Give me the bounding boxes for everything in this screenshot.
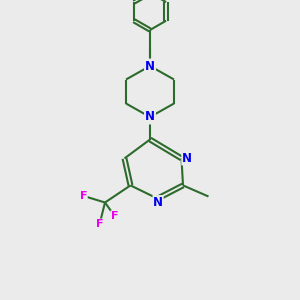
Text: F: F	[80, 191, 87, 201]
Text: N: N	[145, 110, 155, 124]
Text: N: N	[145, 59, 155, 73]
Text: N: N	[153, 196, 163, 209]
Text: F: F	[111, 211, 118, 221]
Text: N: N	[182, 152, 192, 165]
Text: F: F	[96, 219, 103, 229]
